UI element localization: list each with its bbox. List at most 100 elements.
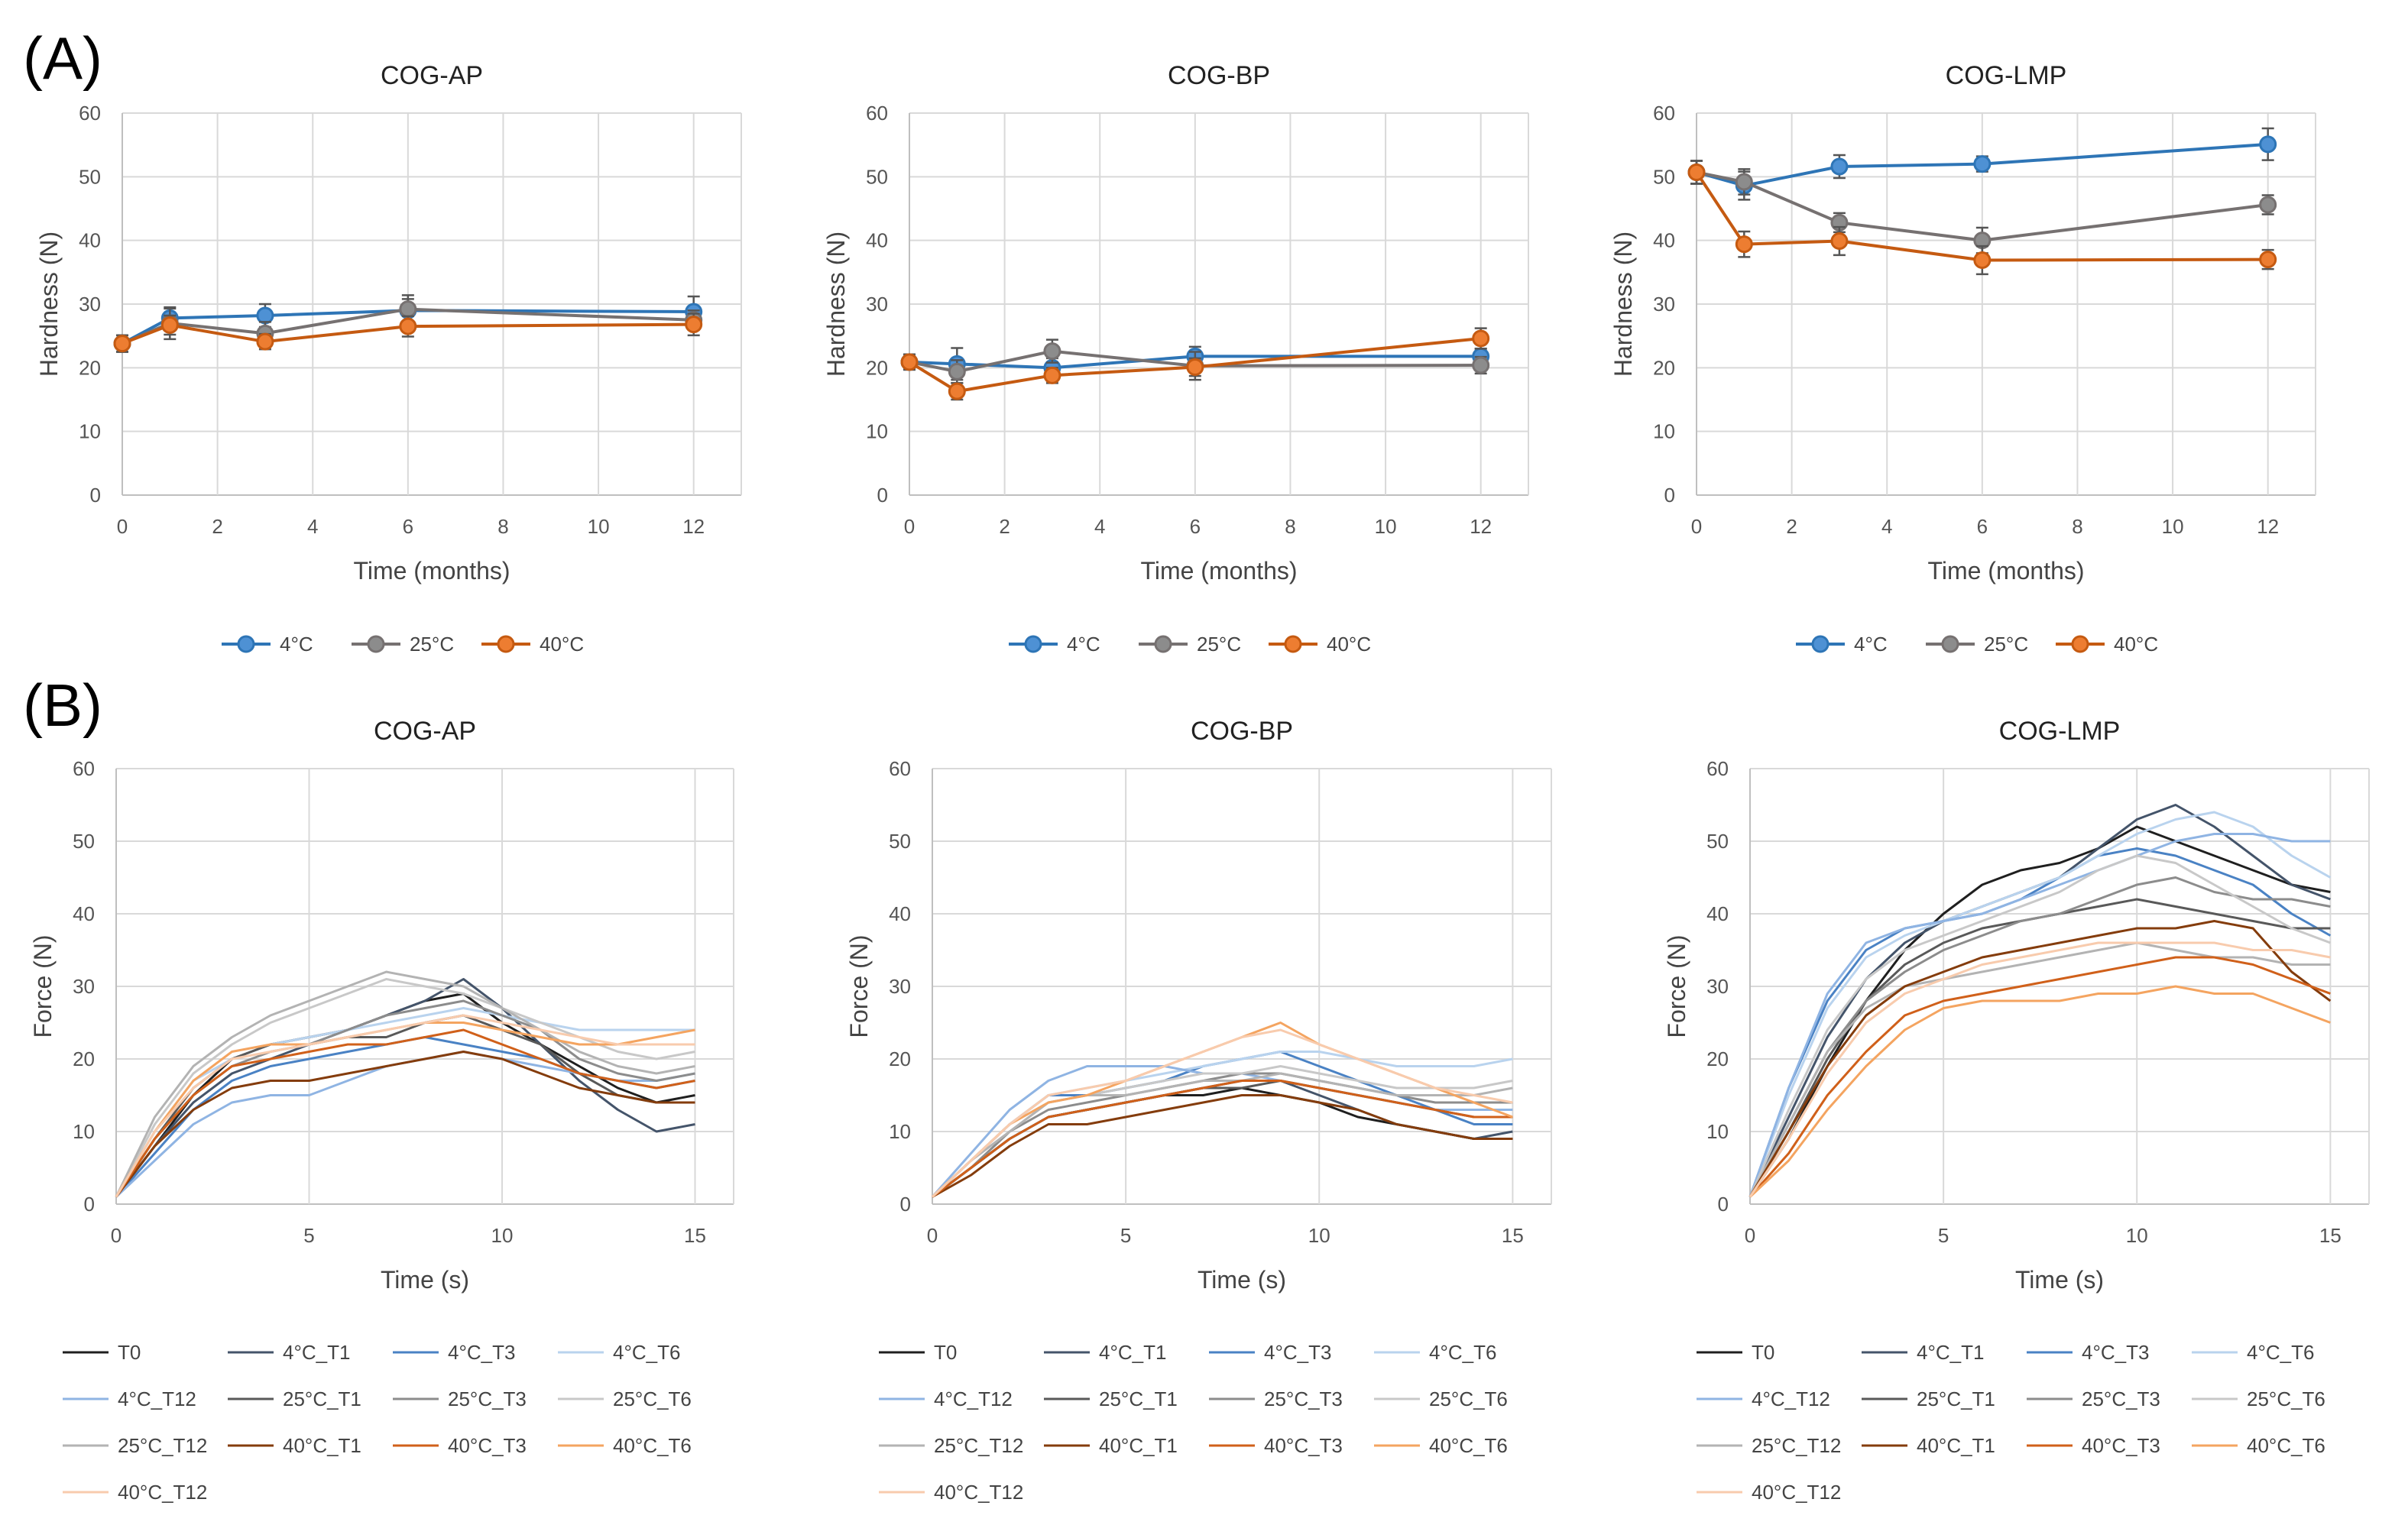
series-40c-t1 [1748, 920, 2332, 1198]
legend-label: 40°C [1327, 633, 1371, 656]
x-tick-label: 4 [1881, 515, 1892, 538]
x-tick-label: 5 [303, 1224, 314, 1247]
legend-label: 4°C_T6 [613, 1341, 680, 1364]
data-point [948, 382, 966, 400]
y-tick-label: 0 [877, 484, 888, 507]
legend-label: 4°C [1067, 633, 1100, 656]
legend: 4°C 25°C 40°C [1796, 633, 2158, 656]
series-25c-t6 [1748, 854, 2331, 1198]
x-tick-label: 15 [684, 1224, 706, 1247]
data-point [900, 353, 919, 371]
legend-label: T0 [118, 1341, 141, 1364]
data-point [685, 316, 703, 334]
legend-label: 40°C_T3 [2082, 1434, 2160, 1457]
y-tick-label: 50 [73, 830, 95, 853]
legend-marker [1024, 635, 1042, 653]
data-point [1973, 251, 1992, 269]
legend: T0 4°C_T1 4°C_T3 4°C_T6 4°C_T12 25°C_T1 25°C_T… [879, 1341, 1508, 1504]
series-25c-t12 [1748, 941, 2331, 1198]
series-t0 [932, 1086, 1513, 1198]
series-t0 [1748, 825, 2331, 1198]
y-tick-label: 0 [900, 1193, 911, 1216]
legend-label: 4°C_T1 [1917, 1341, 1984, 1364]
legend-label: 40°C_T1 [283, 1434, 361, 1457]
x-tick-label: 15 [2319, 1224, 2342, 1247]
chart-title: COG-BP [1168, 61, 1270, 90]
panel-label-b: (B) [23, 672, 102, 739]
legend-label: 40°C_T6 [1429, 1434, 1508, 1457]
x-tick-label: 12 [1470, 515, 1492, 538]
x-tick-label: 0 [904, 515, 915, 538]
legend: T0 4°C_T1 4°C_T3 4°C_T6 4°C_T12 25°C_T1 25°C_T… [63, 1341, 692, 1504]
legend-label: 40°C [540, 633, 584, 656]
x-tick-label: 2 [1786, 515, 1797, 538]
series-4c-t1 [115, 978, 695, 1198]
x-tick-label: 10 [1308, 1224, 1330, 1247]
series-40c-t1 [932, 1094, 1513, 1198]
chart-title: COG-BP [1191, 717, 1293, 746]
data-point [1043, 366, 1061, 384]
y-tick-label: 20 [73, 1047, 95, 1070]
x-tick-label: 2 [212, 515, 222, 538]
y-tick-label: 60 [1706, 757, 1729, 780]
legend-label: 40°C_T6 [613, 1434, 692, 1457]
legend-label: 25°C_T12 [934, 1434, 1023, 1457]
y-axis-title: Force (N) [845, 934, 873, 1038]
legend-marker [1941, 635, 1959, 653]
data-point [256, 306, 274, 325]
y-tick-label: 30 [1706, 975, 1729, 998]
y-axis-title: Force (N) [29, 934, 57, 1038]
series-40c-t12 [931, 1028, 1513, 1198]
legend-label: 4°C [1854, 633, 1888, 656]
y-tick-label: 50 [889, 830, 911, 853]
x-axis-title: Time (months) [353, 557, 510, 584]
legend-label: 4°C_T12 [1752, 1387, 1830, 1410]
data-point [399, 317, 417, 335]
y-tick-label: 30 [866, 293, 888, 316]
series-40c-t3 [115, 1028, 695, 1198]
legend-label: 25°C [410, 633, 454, 656]
series-4c-t6 [115, 1007, 695, 1198]
legend-label: 4°C [280, 633, 313, 656]
legend-label: 25°C_T3 [448, 1387, 527, 1410]
y-tick-label: 40 [1706, 902, 1729, 925]
chart-2-cog-lmp: 0 10 20 30 40 50 60 0 2 4 6 8 10 12 COG-LMP Time (month… [1609, 61, 2316, 656]
legend-label: 25°C_T1 [283, 1387, 361, 1410]
legend-label: 25°C [1984, 633, 2028, 656]
series-40c-t6 [931, 1022, 1513, 1198]
y-tick-label: 30 [1653, 293, 1675, 316]
data-point [256, 332, 274, 351]
legend-label: 4°C_T1 [1099, 1341, 1166, 1364]
data-point [1830, 232, 1849, 250]
series-4c-t3 [1748, 847, 2332, 1198]
series-40c-t12 [115, 1014, 695, 1198]
x-axis-title: Time (s) [2015, 1266, 2104, 1294]
y-tick-label: 10 [73, 1120, 95, 1143]
y-tick-label: 40 [79, 229, 101, 252]
series-40c [113, 312, 703, 353]
x-tick-label: 0 [1691, 515, 1702, 538]
x-tick-label: 10 [2162, 515, 2184, 538]
x-tick-label: 10 [2126, 1224, 2148, 1247]
series-40c-t12 [1748, 941, 2331, 1198]
legend-label: 25°C_T3 [2082, 1387, 2160, 1410]
y-tick-label: 60 [79, 102, 101, 125]
chart-3-cog-ap: 0 10 20 30 40 50 60 0 5 10 15 COG-AP Time (s) Force (… [29, 717, 734, 1504]
legend-label: T0 [934, 1341, 957, 1364]
y-axis-title: Hardness (N) [35, 232, 63, 377]
y-tick-label: 10 [866, 420, 888, 443]
x-tick-label: 12 [2257, 515, 2279, 538]
legend-marker [497, 635, 515, 653]
legend-marker [1154, 635, 1172, 653]
legend-label: 40°C_T12 [934, 1481, 1023, 1504]
legend-marker [1811, 635, 1829, 653]
data-point [1687, 164, 1706, 181]
y-axis-title: Force (N) [1663, 934, 1690, 1038]
y-tick-label: 40 [866, 229, 888, 252]
legend-label: 4°C_T3 [1264, 1341, 1331, 1364]
data-point [1830, 157, 1849, 176]
data-point [160, 316, 179, 334]
legend-label: 40°C_T3 [1264, 1434, 1343, 1457]
legend-label: 40°C_T1 [1099, 1434, 1178, 1457]
